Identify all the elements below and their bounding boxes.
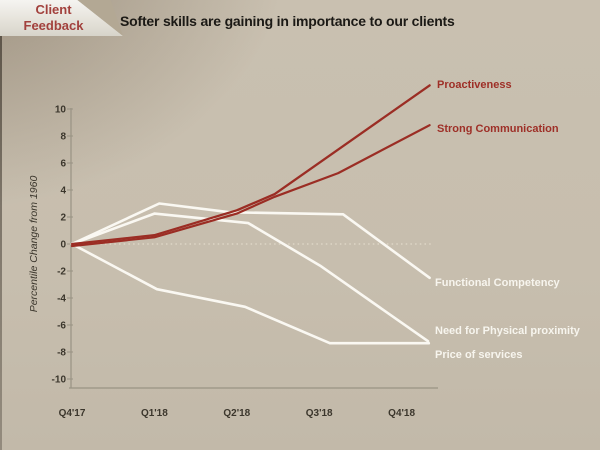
series-line-price-of-services	[70, 242, 431, 345]
y-tick-label--6: -6	[57, 321, 66, 332]
badge-line-2: Feedback	[23, 18, 84, 33]
series-label-proactiveness: Proactiveness	[437, 79, 512, 91]
y-tick-label--4: -4	[57, 294, 66, 305]
x-tick-label-q4-17: Q4'17	[59, 408, 86, 419]
badge-line-1: Client	[35, 2, 72, 17]
left-edge-shadow	[0, 0, 2, 450]
series-label-price-of-services: Price of services	[435, 349, 522, 361]
x-tick-label-q1-18: Q1'18	[141, 408, 168, 419]
y-tick-label-0: 0	[60, 240, 66, 251]
y-tick-label--10: -10	[52, 375, 67, 386]
x-tick-label-q2-18: Q2'18	[223, 408, 250, 419]
y-tick-label--2: -2	[57, 267, 66, 278]
series-line-need-for-physical-proximity	[70, 212, 430, 343]
y-tick-label--8: -8	[57, 348, 66, 359]
y-tick-label-2: 2	[60, 213, 66, 224]
y-tick-label-8: 8	[60, 132, 66, 143]
x-tick-label-q3-18: Q3'18	[306, 408, 333, 419]
series-label-functional-competency: Functional Competency	[435, 277, 561, 289]
y-tick-label-6: 6	[60, 159, 66, 170]
series-label-need-for-physical-proximity: Need for Physical proximity	[435, 325, 581, 337]
y-tick-label-10: 10	[55, 105, 67, 116]
series-label-strong-communication: Strong Communication	[437, 123, 559, 135]
x-tick-label-q4-18: Q4'18	[388, 408, 415, 419]
y-tick-label-4: 4	[60, 186, 66, 197]
series-line-strong-communication	[70, 124, 431, 248]
client-feedback-badge: Client Feedback	[0, 0, 123, 36]
badge-text: Client Feedback	[0, 2, 107, 34]
slide-title: Softer skills are gaining in importance …	[120, 13, 455, 29]
y-axis-title: Percentile Change from 1960	[28, 176, 40, 313]
series-line-proactiveness	[70, 84, 431, 246]
